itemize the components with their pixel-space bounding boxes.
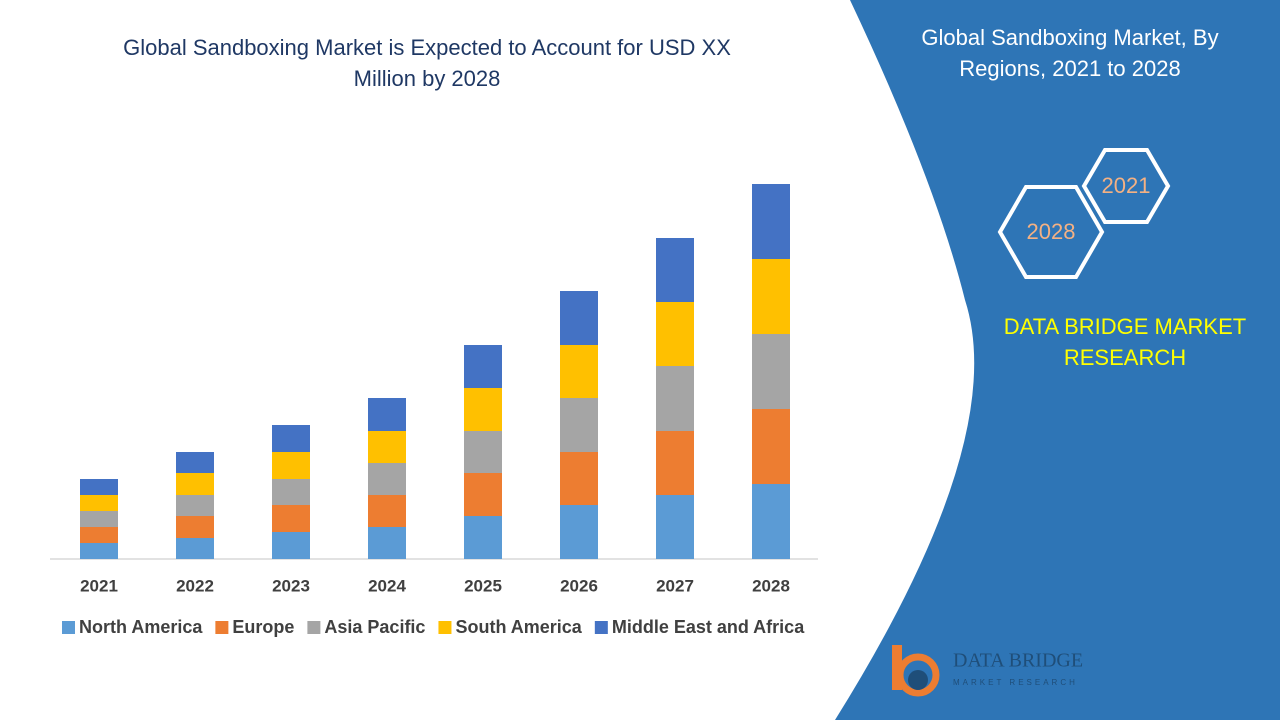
logo-name: DATA BRIDGE — [953, 650, 1083, 672]
x-tick-label: 2028 — [752, 576, 790, 595]
bar-segment — [752, 334, 790, 409]
legend-label: North America — [79, 617, 203, 637]
bar-segment — [560, 345, 598, 398]
hexagon-label: 2028 — [1027, 219, 1076, 244]
bar-segment — [80, 479, 118, 495]
logo-tagline: MARKET RESEARCH — [953, 678, 1078, 687]
bar-segment — [560, 398, 598, 452]
bar-segment — [272, 505, 310, 532]
hexagon — [1081, 148, 1171, 224]
bar-segment — [560, 452, 598, 505]
bar-segment — [464, 345, 502, 388]
bar-segment — [272, 532, 310, 559]
brand: DATA BRIDGE MARKET RESEARCH — [1003, 314, 1247, 370]
legend-swatch — [215, 621, 229, 634]
chart-title: Global Sandboxing Market is Expected to … — [123, 35, 731, 91]
bar-segment — [464, 473, 502, 516]
bar-segment — [368, 431, 406, 463]
bar-segment — [752, 409, 790, 484]
legend-label: South America — [455, 617, 582, 637]
bar-segment — [80, 511, 118, 527]
x-tick-label: 2024 — [368, 576, 406, 595]
bar-segment — [464, 516, 502, 559]
bar-segment — [464, 431, 502, 473]
bar-segment — [80, 527, 118, 543]
bar-segment — [656, 366, 694, 431]
panel-title: Global Sandboxing Market, By Regions, 20… — [921, 25, 1219, 81]
legend-swatch — [307, 621, 321, 634]
bar-segment — [656, 495, 694, 559]
bar-segment — [368, 495, 406, 527]
hexagon-label: 2021 — [1102, 173, 1151, 198]
bar-segment — [752, 184, 790, 259]
x-tick-label: 2023 — [272, 576, 310, 595]
bar-segment — [752, 259, 790, 334]
x-tick-label: 2021 — [80, 576, 118, 595]
legend-swatch — [62, 621, 75, 634]
bar-segment — [464, 388, 502, 431]
legend-label: Asia Pacific — [324, 617, 425, 637]
legend-label: Middle East and Africa — [612, 617, 805, 637]
x-tick-label: 2022 — [176, 576, 214, 595]
legend-swatch — [438, 621, 452, 634]
legend-swatch — [594, 621, 608, 634]
side-panel — [835, 0, 1280, 720]
bar-segment — [272, 425, 310, 452]
hexagon — [997, 185, 1105, 279]
bar-segment — [176, 495, 214, 516]
bar-segment — [656, 238, 694, 302]
bar-segment — [368, 463, 406, 495]
legend-label: Europe — [232, 617, 294, 637]
x-tick-label: 2026 — [560, 576, 598, 595]
bar-segment — [368, 527, 406, 559]
bar-segment — [176, 516, 214, 538]
bar-segment — [368, 398, 406, 431]
bar-segment — [656, 431, 694, 495]
bar-segment — [272, 479, 310, 505]
bar-segment — [80, 543, 118, 559]
x-tick-label: 2027 — [656, 576, 694, 595]
logo-icon — [896, 653, 940, 697]
bar-segment — [176, 452, 214, 473]
bar-segment — [560, 291, 598, 345]
bar-segment — [656, 302, 694, 366]
bar-segment — [176, 538, 214, 559]
bar-segment — [272, 452, 310, 479]
x-tick-label: 2025 — [464, 576, 502, 595]
logo: DATA BRIDGE MARKET RESEARCH — [892, 645, 1083, 697]
bar-segment — [80, 495, 118, 511]
bar-segment — [176, 473, 214, 495]
bar-segment — [560, 505, 598, 559]
logo-icon — [908, 670, 928, 690]
bar-segment — [752, 484, 790, 559]
